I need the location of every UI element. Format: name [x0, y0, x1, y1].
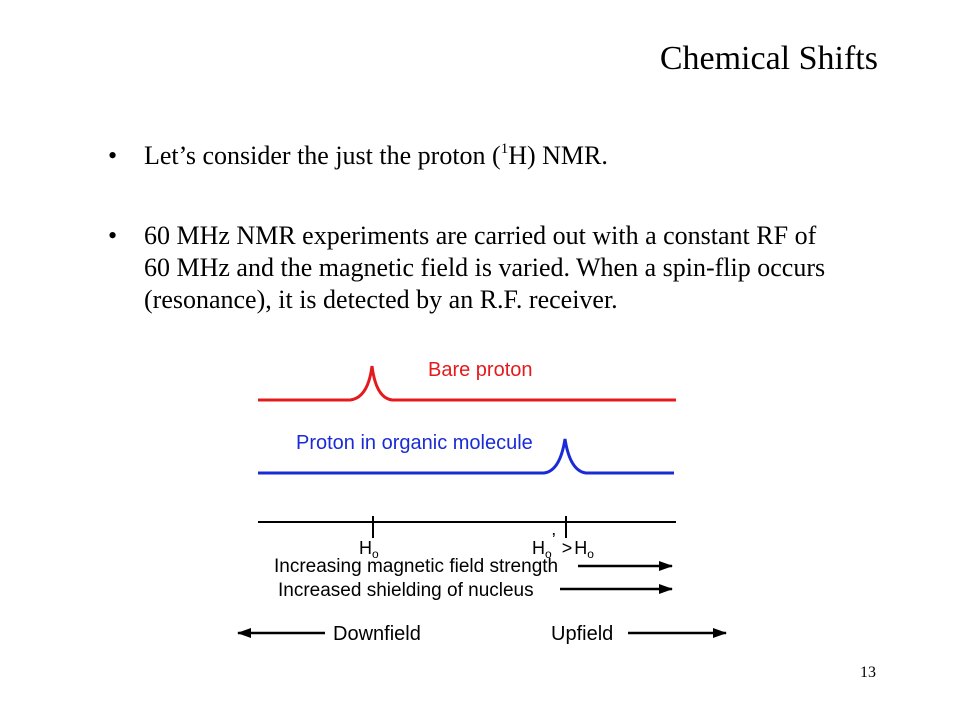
increasing-field-label: Increasing magnetic field strength [274, 556, 558, 577]
bullet-text-pre: Let’s consider the just the proton ( [144, 141, 501, 170]
ho-prime-label: Ho’ > Ho [532, 530, 594, 561]
bare-proton-spectrum [258, 365, 676, 402]
bullet-item-nmr-experiment: • 60 MHz NMR experiments are carried out… [108, 220, 828, 316]
ho2-letter: H [574, 538, 587, 558]
bullet-glyph: • [108, 141, 118, 170]
ho2-subscript: o [587, 547, 594, 561]
upfield-label: Upfield [551, 623, 613, 645]
ho-prime-subscript: o [545, 547, 552, 561]
downfield-label: Downfield [333, 623, 421, 645]
organic-proton-spectrum [258, 438, 674, 475]
slide-title: Chemical Shifts [659, 40, 878, 77]
greater-than: > [562, 538, 573, 558]
bullet-text-post: H) NMR. [508, 141, 608, 170]
bullet-glyph: • [108, 221, 118, 250]
bare-proton-label: Bare proton [428, 359, 533, 381]
ho-prime-mark: ’ [552, 530, 556, 550]
bullet-text: 60 MHz NMR experiments are carried out w… [144, 221, 826, 314]
shielding-label: Increased shielding of nucleus [278, 580, 534, 601]
page-number: 13 [860, 664, 876, 681]
ho-subscript: o [372, 547, 379, 561]
superscript-one: 1 [500, 141, 509, 157]
ho-label: Ho [359, 538, 379, 561]
organic-proton-label: Proton in organic molecule [296, 432, 533, 454]
ho-letter: H [359, 538, 372, 558]
ho-prime-letter: H [532, 538, 545, 558]
bullet-item-proton: • Let’s consider the just the proton (1H… [108, 140, 828, 176]
bullet-list: • Let’s consider the just the proton (1H… [108, 140, 828, 316]
